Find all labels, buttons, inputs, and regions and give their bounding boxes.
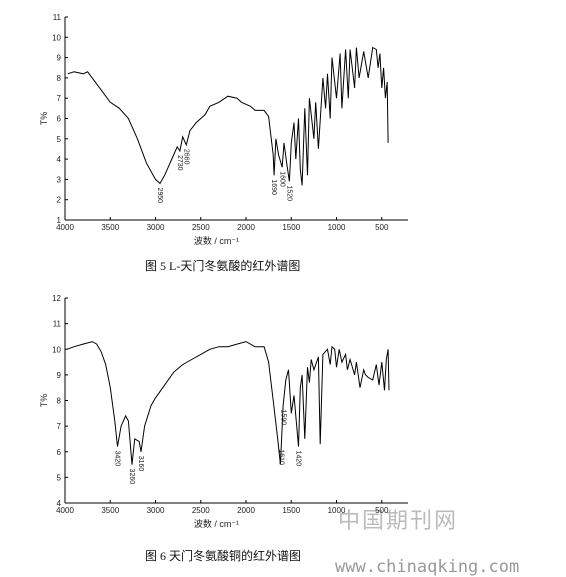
x-axis-label: 波数 / cm⁻¹	[194, 518, 239, 529]
figure-caption: 图 6 天门冬氨酸铜的红外谱图	[145, 548, 301, 563]
x-tick-label: 1500	[282, 506, 300, 515]
peak-label: 3160	[137, 456, 144, 472]
x-tick-label: 4000	[56, 223, 74, 232]
y-axis-label: T%	[39, 112, 49, 126]
y-tick-label: 10	[52, 345, 61, 354]
y-axis-label: T%	[39, 394, 49, 408]
peak-label: 1520	[286, 185, 293, 201]
y-tick-label: 6	[57, 115, 62, 124]
peak-label: 1690	[270, 179, 277, 195]
peak-label: 2660	[182, 149, 189, 165]
watermark-title: 中国期刊网	[338, 509, 458, 534]
y-tick-label: 5	[57, 473, 62, 482]
x-tick-label: 1500	[282, 223, 300, 232]
x-tick-label: 4000	[56, 506, 74, 515]
x-tick-label: 1000	[328, 506, 346, 515]
peak-label: 3420	[114, 451, 121, 467]
y-tick-label: 11	[53, 320, 62, 329]
x-tick-label: 2000	[237, 223, 255, 232]
x-tick-label: 1000	[328, 223, 346, 232]
peak-label: 1420	[295, 451, 302, 467]
figure-caption: 图 5 L-天门冬氨酸的红外谱图	[145, 258, 300, 273]
x-tick-label: 3000	[147, 223, 165, 232]
y-tick-label: 11	[53, 13, 62, 22]
spectrum-line	[67, 46, 389, 186]
y-tick-label: 7	[57, 422, 62, 431]
y-tick-label: 1	[57, 216, 62, 225]
peak-label: 1610	[277, 449, 284, 465]
y-tick-label: 10	[52, 33, 61, 42]
x-tick-label: 3500	[101, 223, 119, 232]
x-axis-label: 波数 / cm⁻¹	[194, 235, 239, 246]
x-tick-label: 3500	[101, 506, 119, 515]
peak-label: 1600	[278, 171, 285, 187]
watermark-url: www.chinaqking.com	[335, 557, 519, 577]
peak-label: 2950	[156, 187, 163, 203]
y-tick-label: 5	[57, 135, 62, 144]
x-tick-label: 2500	[192, 506, 210, 515]
y-tick-label: 12	[52, 294, 61, 303]
y-tick-label: 9	[57, 371, 62, 380]
y-tick-label: 2	[57, 196, 62, 205]
spectrum-line	[66, 341, 390, 465]
peak-label: 1590	[279, 410, 286, 426]
x-tick-label: 2500	[192, 223, 210, 232]
y-tick-label: 4	[57, 499, 62, 508]
peak-label: 2730	[176, 155, 183, 171]
x-tick-label: 500	[375, 223, 389, 232]
y-tick-label: 9	[57, 54, 62, 63]
y-tick-label: 3	[57, 175, 62, 184]
y-tick-label: 8	[57, 397, 62, 406]
y-tick-label: 4	[57, 155, 62, 164]
x-tick-label: 3000	[147, 506, 165, 515]
y-tick-label: 7	[57, 94, 62, 103]
x-tick-label: 2000	[237, 506, 255, 515]
y-tick-label: 6	[57, 448, 62, 457]
peak-label: 3260	[128, 469, 135, 485]
y-tick-label: 8	[57, 74, 62, 83]
x-tick-label: 500	[375, 506, 389, 515]
